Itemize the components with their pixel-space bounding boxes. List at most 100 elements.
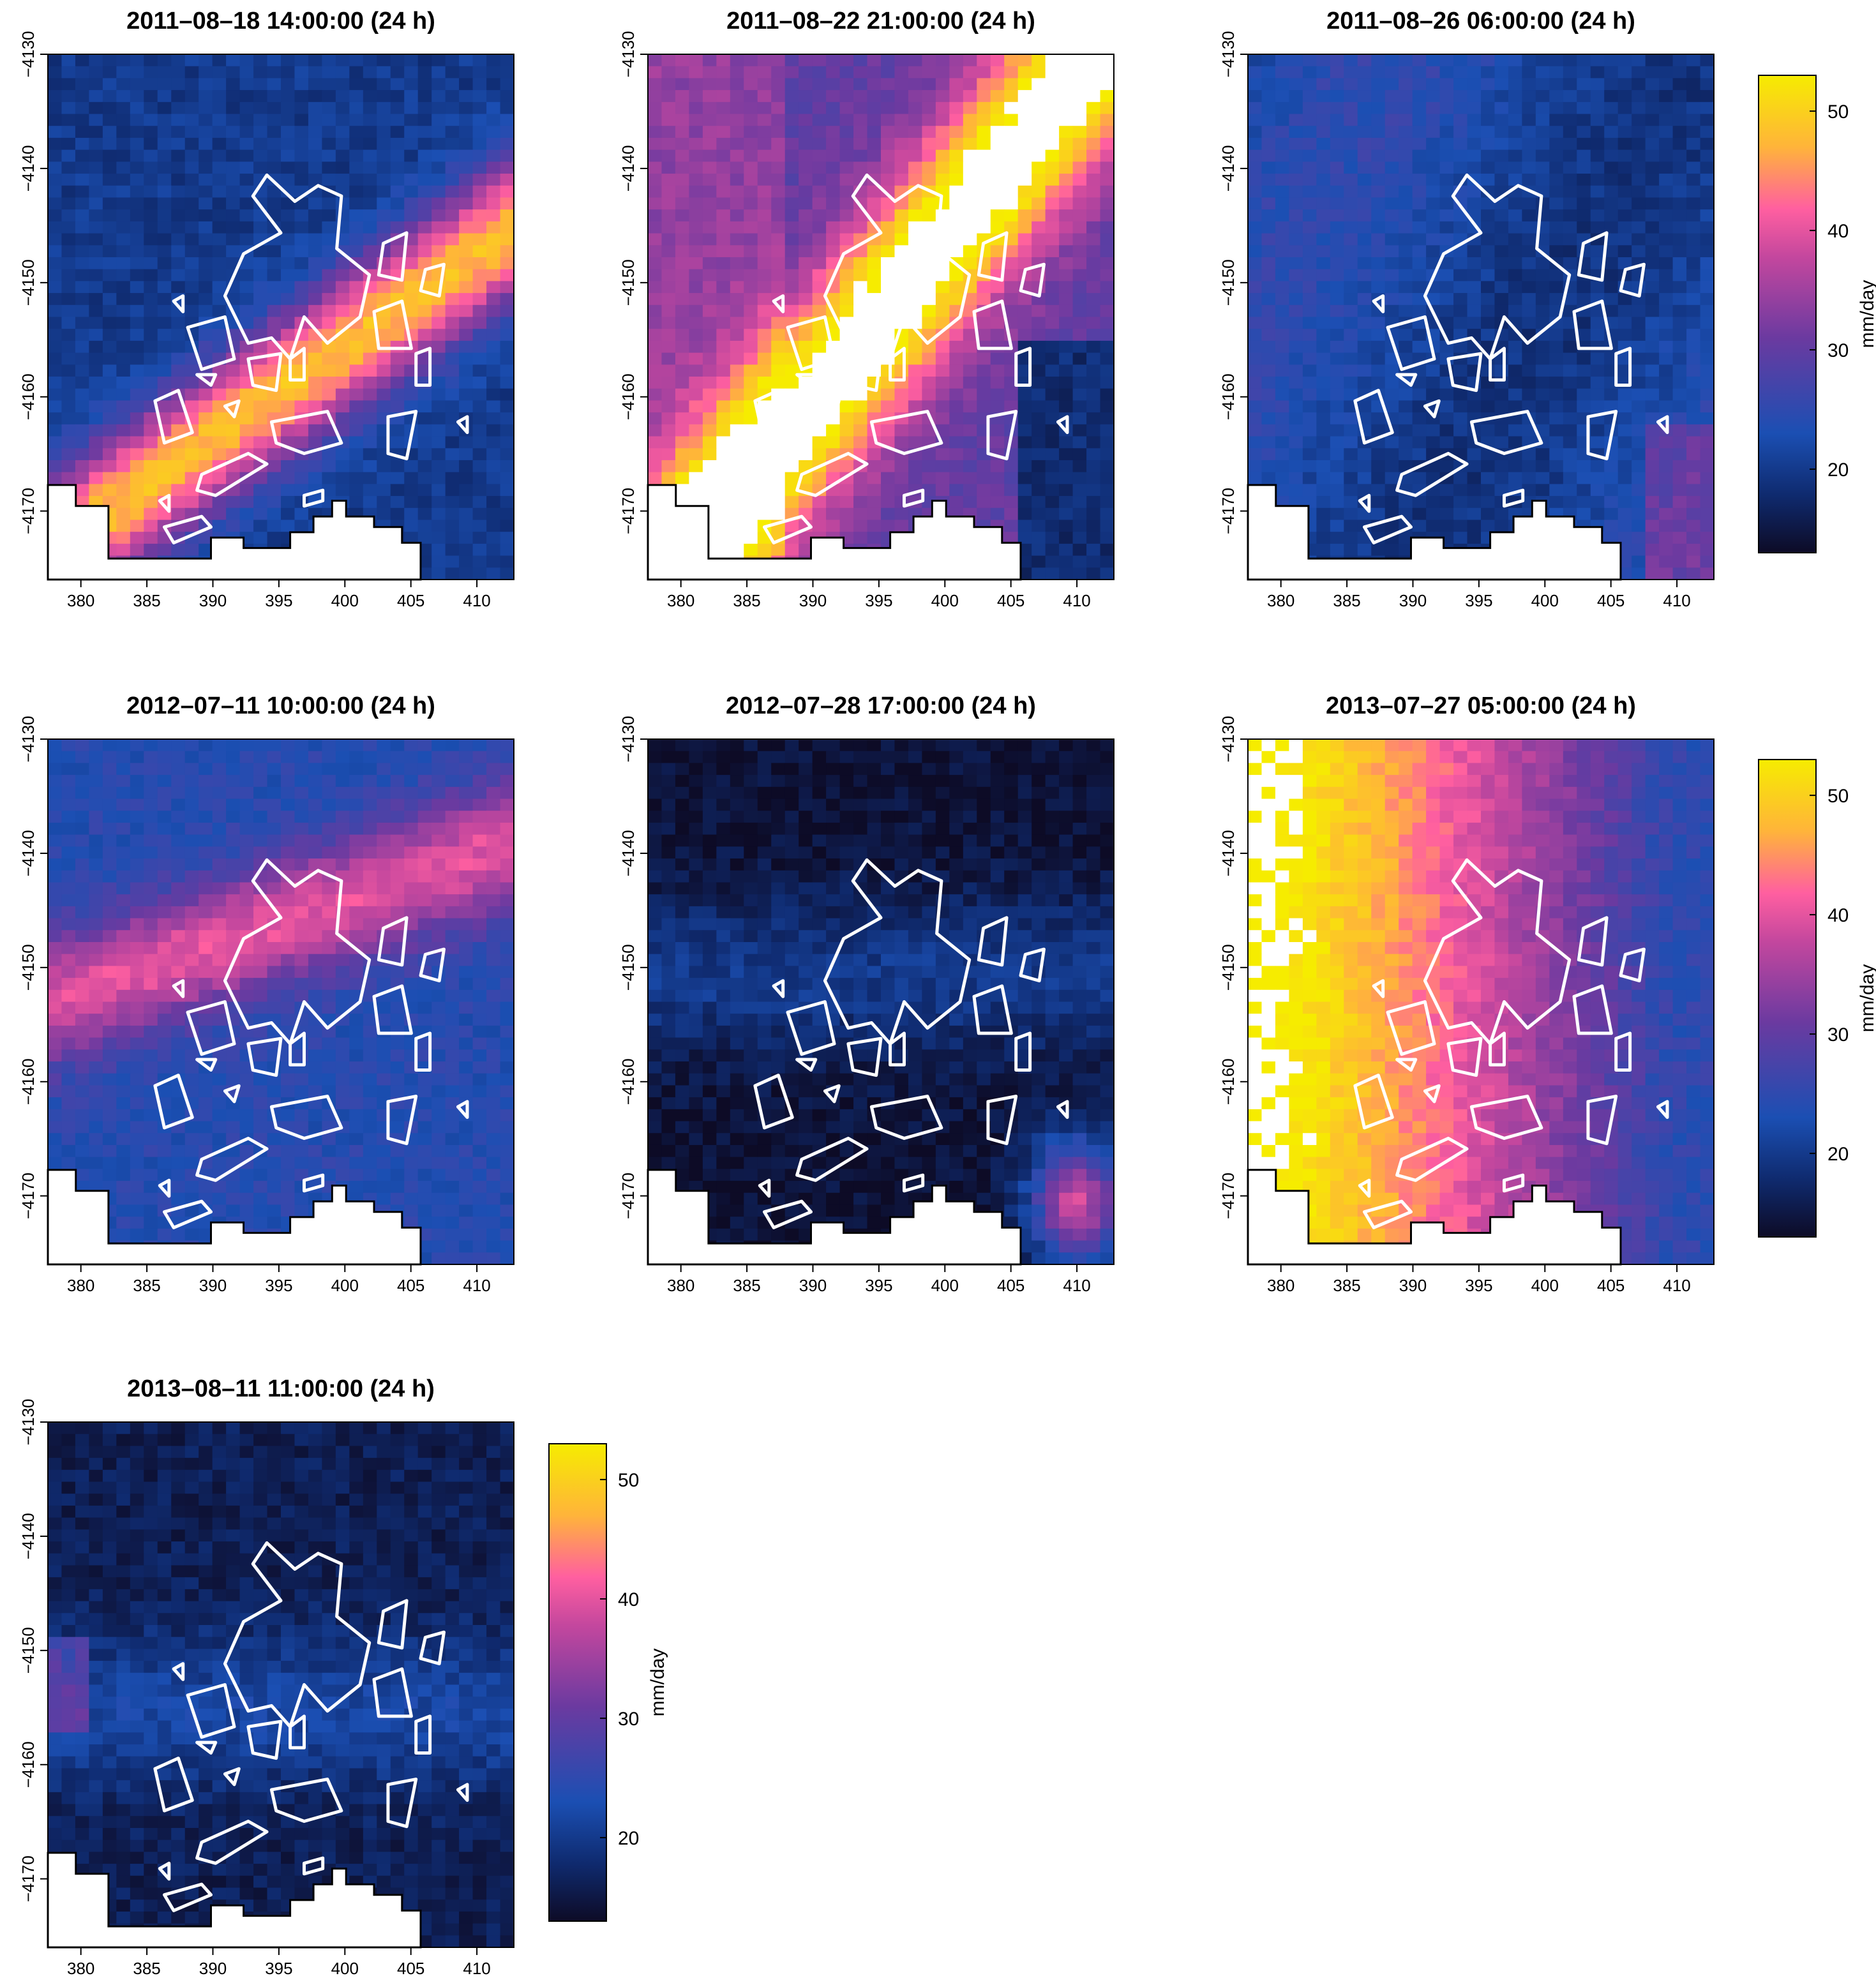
raster-cell <box>1086 90 1101 103</box>
raster-cell <box>472 786 487 800</box>
study-area-outlines <box>153 173 469 544</box>
raster-cell <box>61 424 76 437</box>
raster-cell <box>116 66 131 79</box>
raster-cell <box>784 388 799 401</box>
raster-cell <box>1645 281 1660 294</box>
raster-cell <box>171 174 186 186</box>
raster-cell <box>1289 352 1303 365</box>
raster-cell <box>744 209 758 222</box>
raster-cell <box>239 496 254 509</box>
raster-cell <box>431 340 446 354</box>
raster-cell <box>1439 221 1454 234</box>
raster-cell <box>1316 340 1331 354</box>
raster-cell <box>294 424 309 437</box>
raster-cell <box>730 304 744 318</box>
raster-cell <box>184 496 199 509</box>
raster-cell <box>102 352 117 365</box>
raster-cell <box>648 126 663 139</box>
raster-cell <box>349 269 364 281</box>
raster-cell <box>267 507 281 521</box>
raster-cell <box>171 126 186 139</box>
raster-cell <box>377 352 391 365</box>
raster-cell <box>689 340 703 354</box>
raster-cell <box>1330 221 1344 234</box>
raster-cell <box>184 739 199 752</box>
raster-cell <box>1590 245 1605 258</box>
raster-cell <box>744 149 758 162</box>
study-area-outline <box>172 294 185 313</box>
raster-cell <box>75 66 90 79</box>
study-area-outline <box>1386 315 1436 371</box>
raster-cell <box>417 846 432 859</box>
raster-cell <box>744 114 758 126</box>
raster-cell <box>675 78 690 91</box>
raster-cell <box>1399 78 1413 91</box>
raster-cell <box>1426 233 1441 246</box>
raster-cell <box>1672 221 1687 234</box>
raster-cell <box>771 340 786 354</box>
raster-cell <box>977 352 991 365</box>
raster-cell <box>144 174 158 186</box>
raster-cell <box>322 751 336 763</box>
raster-cell <box>226 377 241 389</box>
raster-cell <box>867 114 882 126</box>
raster-cell <box>1399 532 1413 544</box>
raster-cell <box>1686 532 1701 544</box>
raster-cell <box>377 834 391 847</box>
raster-cell <box>171 269 186 281</box>
raster-cell <box>431 90 446 103</box>
raster-cell <box>349 293 364 306</box>
raster-cell <box>500 281 514 294</box>
raster-cell <box>1072 412 1087 425</box>
y-tick-label: −4160 <box>619 373 638 420</box>
raster-cell <box>771 137 786 151</box>
raster-cell <box>1412 126 1427 139</box>
raster-cell <box>1535 377 1550 389</box>
raster-cell <box>949 245 964 258</box>
raster-cell <box>431 197 446 210</box>
raster-cell <box>1344 317 1358 329</box>
raster-cell <box>377 484 391 497</box>
raster-cell <box>1467 54 1482 67</box>
raster-cell <box>1659 293 1674 306</box>
raster-cell <box>1371 281 1386 294</box>
raster-cell <box>1467 304 1482 318</box>
raster-cell <box>1563 149 1577 162</box>
raster-cell <box>799 388 813 401</box>
raster-cell <box>867 78 882 91</box>
raster-cell <box>226 245 241 258</box>
raster-cell <box>894 388 909 401</box>
raster-cell <box>1700 340 1715 354</box>
raster-cell <box>744 185 758 198</box>
raster-cell <box>281 811 296 823</box>
raster-cell <box>281 400 296 413</box>
raster-cell <box>116 484 131 497</box>
raster-cell <box>648 149 663 162</box>
raster-cell <box>702 245 717 258</box>
raster-cell <box>1316 114 1331 126</box>
raster-cell <box>144 834 158 847</box>
raster-cell <box>335 400 350 413</box>
raster-cell <box>1563 448 1577 461</box>
raster-cell <box>500 555 514 568</box>
raster-cell <box>744 484 758 497</box>
raster-cell <box>89 775 103 788</box>
raster-cell <box>1100 377 1114 389</box>
raster-cell <box>184 149 199 162</box>
raster-cell <box>61 798 76 811</box>
raster-cell <box>1032 161 1046 174</box>
raster-cell <box>294 174 309 186</box>
raster-cell <box>963 257 977 270</box>
raster-cell <box>1439 90 1454 103</box>
raster-cell <box>1535 484 1550 497</box>
raster-cell <box>730 507 744 521</box>
raster-cell <box>363 496 377 509</box>
raster-cell <box>716 364 731 377</box>
raster-cell <box>1632 197 1646 210</box>
raster-cell <box>730 388 744 401</box>
raster-cell <box>744 257 758 270</box>
raster-cell <box>867 137 882 151</box>
raster-cell <box>1632 555 1646 568</box>
raster-cell <box>89 257 103 270</box>
raster-cell <box>675 329 690 341</box>
